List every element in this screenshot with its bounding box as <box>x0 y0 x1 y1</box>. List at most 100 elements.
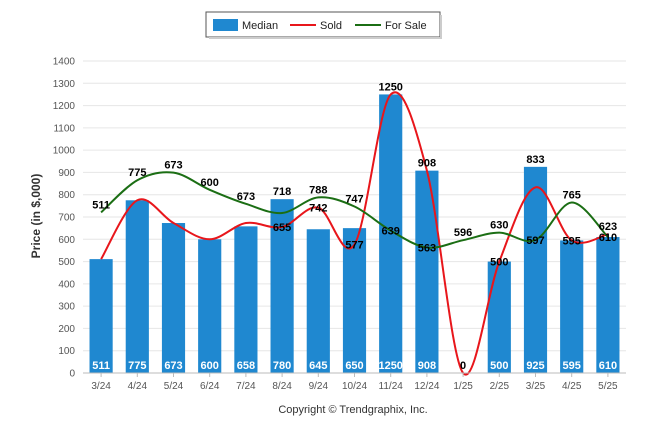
data-label-mid: 597 <box>526 235 544 247</box>
y-tick-label: 200 <box>58 324 75 335</box>
y-tick-label: 1400 <box>53 57 76 68</box>
bar-median <box>487 261 511 373</box>
bar-value-label: 645 <box>309 360 327 372</box>
data-label-mid: 655 <box>273 222 291 234</box>
bar-median <box>306 229 330 373</box>
bar-value-label: 595 <box>563 360 581 372</box>
bar-value-label: 780 <box>273 360 291 372</box>
data-label-mid: 563 <box>418 243 436 255</box>
data-label-top: 596 <box>454 227 472 239</box>
bar-median <box>560 240 584 373</box>
bar-value-label: 1250 <box>378 360 402 372</box>
data-label-top: 630 <box>490 220 508 232</box>
x-tick-label: 6/24 <box>200 381 220 392</box>
legend-box <box>205 11 441 38</box>
x-tick-label: 5/24 <box>164 381 184 392</box>
y-tick-label: 500 <box>58 257 75 268</box>
bar-value-label: 500 <box>490 360 508 372</box>
data-label-top: 600 <box>201 177 219 189</box>
legend-shadow-bottom <box>209 37 442 39</box>
bar-value-label: 650 <box>345 360 363 372</box>
x-tick-label: 3/25 <box>526 381 546 392</box>
data-label-top: 673 <box>237 191 255 203</box>
data-label-top: 775 <box>128 167 146 179</box>
y-tick-label: 800 <box>58 190 75 201</box>
x-tick-label: 8/24 <box>272 381 292 392</box>
data-label-top: 511 <box>92 199 110 211</box>
bar-median <box>161 223 186 373</box>
bar-value-label: 908 <box>418 360 436 372</box>
x-tick-label: 12/24 <box>414 381 439 392</box>
bar-value-label: 925 <box>526 360 544 372</box>
legend-label-median: Median <box>242 20 278 32</box>
legend: Median Sold For Sale <box>205 11 442 39</box>
bar-median <box>523 166 548 373</box>
x-tick-label: 7/24 <box>236 381 256 392</box>
bar-value-label: 511 <box>92 360 110 372</box>
y-tick-label: 600 <box>58 235 75 246</box>
bar-median <box>270 199 294 373</box>
legend-shadow-right <box>440 15 442 39</box>
legend-swatch-median <box>213 19 238 31</box>
bar-median <box>125 200 149 373</box>
data-labels: 511 775 673 600 673 718 788 747 1250 908 596 630 833… <box>92 81 617 372</box>
data-label-top: 673 <box>164 160 182 172</box>
data-label-mid: 639 <box>382 226 400 238</box>
legend-label-sold: Sold <box>320 20 342 32</box>
y-tick-label: 100 <box>58 346 75 357</box>
data-label-mid: 610 <box>599 232 617 244</box>
data-label-top: 747 <box>345 194 363 206</box>
data-label-top: 765 <box>563 190 581 202</box>
x-tick-label: 11/24 <box>379 381 404 392</box>
x-tick-label: 10/24 <box>342 381 367 392</box>
chart-axes: 0 100 200 300 400 500 600 700 800 900 1000 1100 1200… <box>53 57 626 392</box>
bar-value-label: 658 <box>237 360 255 372</box>
line-series <box>100 91 609 376</box>
line-sold <box>100 91 609 376</box>
y-tick-label: 1300 <box>53 79 76 90</box>
y-tick-label: 0 <box>69 369 75 380</box>
x-tick-label: 9/24 <box>309 381 329 392</box>
x-tick-label: 3/24 <box>91 381 111 392</box>
bar-median <box>596 237 620 373</box>
y-tick-label: 1100 <box>53 123 75 134</box>
data-label-top: 718 <box>273 186 291 198</box>
y-axis-label: Price (in $,000) <box>29 174 43 259</box>
data-label-top: 623 <box>599 221 617 233</box>
y-tick-label: 400 <box>58 279 75 290</box>
data-label-mid: 595 <box>563 235 581 247</box>
data-label-top: 788 <box>309 184 327 196</box>
bar-median <box>415 170 439 373</box>
bar-median <box>379 94 403 373</box>
line-for-sale <box>100 171 609 249</box>
x-tick-label: 2/25 <box>490 381 510 392</box>
bar-value-label: 673 <box>164 360 182 372</box>
bar-value-label: 610 <box>599 360 617 372</box>
bar-median <box>198 239 222 373</box>
data-label-mid: 500 <box>490 257 508 269</box>
data-label-mid: 742 <box>309 203 327 215</box>
y-tick-label: 1000 <box>53 146 76 157</box>
x-tick-label: 4/25 <box>562 381 582 392</box>
legend-label-for-sale: For Sale <box>385 20 427 32</box>
bar-value-label: 600 <box>201 360 219 372</box>
x-tick-label: 4/24 <box>128 381 148 392</box>
y-tick-label: 900 <box>58 168 75 179</box>
data-label-mid: 577 <box>345 239 363 251</box>
data-label-top: 833 <box>526 154 544 166</box>
x-tick-label: 5/25 <box>598 381 618 392</box>
bar-series-median <box>89 94 620 373</box>
data-label-top: 1250 <box>378 81 402 93</box>
x-tick-label: 1/25 <box>453 381 473 392</box>
bar-median <box>342 228 367 373</box>
copyright-text: Copyright © Trendgraphix, Inc. <box>278 404 427 416</box>
y-tick-label: 300 <box>58 302 75 313</box>
bar-value-label: 0 <box>460 360 466 372</box>
bar-median <box>234 226 258 373</box>
bar-median <box>89 259 113 373</box>
bar-value-label: 775 <box>128 360 146 372</box>
y-tick-label: 1200 <box>53 101 76 112</box>
y-tick-label: 700 <box>58 213 75 224</box>
data-label-top: 908 <box>418 158 436 170</box>
